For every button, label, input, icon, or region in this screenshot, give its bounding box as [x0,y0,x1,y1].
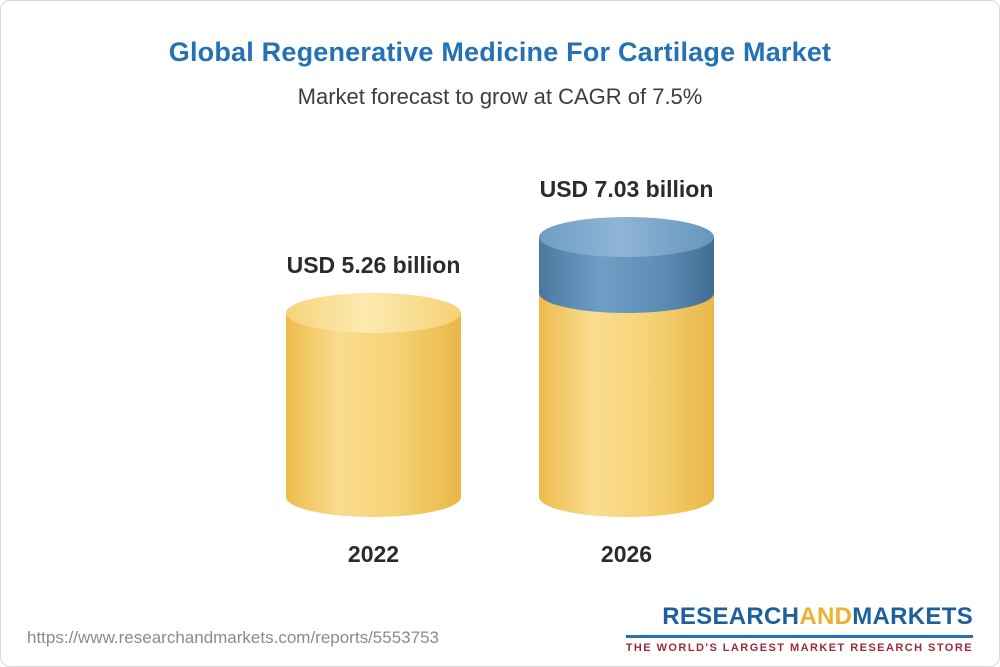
logo-word-and: AND [799,603,853,630]
chart-subtitle: Market forecast to grow at CAGR of 7.5% [297,84,703,109]
researchandmarkets-logo: RESEARCHANDMARKETS THE WORLD'S LARGEST M… [625,603,973,654]
page-title: Global Regenerative Medicine For Cartila… [168,37,832,67]
value-label-2026: USD 7.03 billion [539,176,714,202]
source-url: https://www.researchandmarkets.com/repor… [27,628,439,647]
cylinder-bar-2026 [539,217,714,517]
category-label-2026: 2026 [600,541,653,567]
logo-word-markets: MARKETS [852,603,973,630]
logo-tagline: THE WORLD'S LARGEST MARKET RESEARCH STOR… [625,642,973,654]
value-label-2022: USD 5.26 billion [286,252,461,278]
category-label-2022: 2022 [347,541,400,567]
logo-word-research: RESEARCH [662,603,800,630]
chart-header: Global Regenerative Medicine For Cartila… [1,1,999,110]
cylinder-bar-2022 [286,293,461,517]
logo-wordmark: RESEARCHANDMARKETS [626,603,973,631]
logo-divider-rule [625,635,973,638]
chart-area: USD 5.26 billion 2022 USD 7.03 billion 2… [1,136,999,568]
footer: https://www.researchandmarkets.com/repor… [1,603,999,666]
bar-group-2022: USD 5.26 billion 2022 [286,252,461,568]
bar-group-2026: USD 7.03 billion 2026 [539,176,714,568]
